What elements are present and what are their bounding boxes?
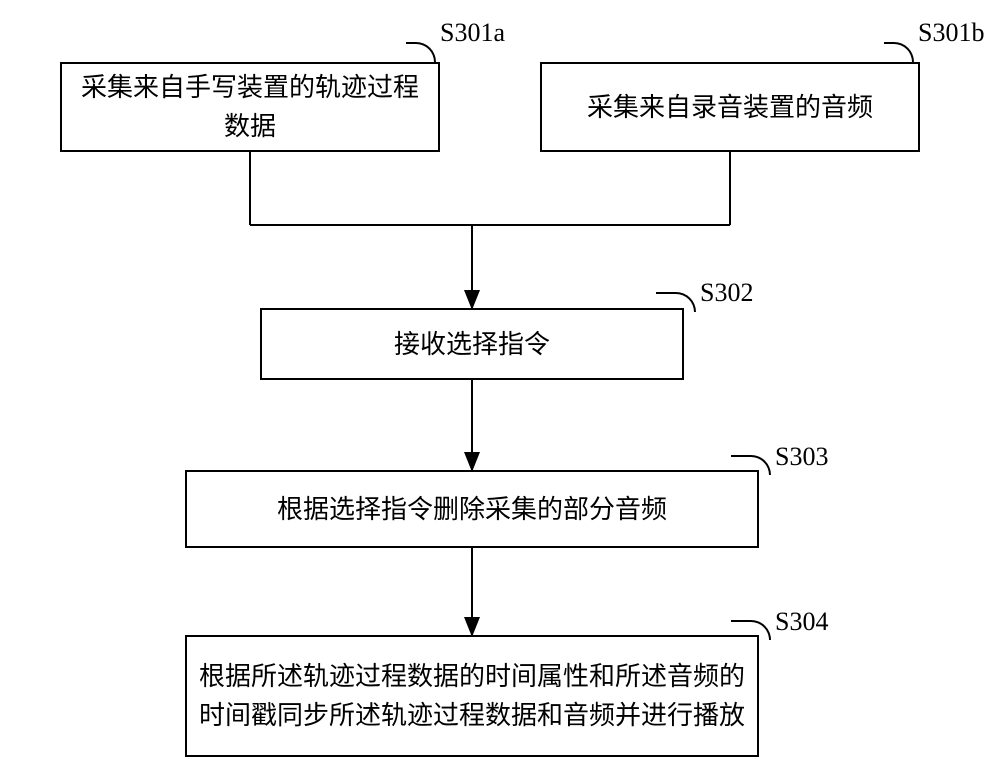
node-text: 采集来自录音装置的音频: [587, 88, 873, 127]
node-label-s303: S303: [775, 442, 828, 472]
node-text: 接收选择指令: [394, 325, 550, 364]
label-leader: [884, 42, 914, 62]
flow-node-s302: 接收选择指令: [260, 308, 684, 380]
flow-node-s303: 根据选择指令删除采集的部分音频: [185, 470, 759, 548]
label-leader: [656, 292, 696, 312]
node-text: 根据所述轨迹过程数据的时间属性和所述音频的时间戳同步所述轨迹过程数据和音频并进行…: [199, 657, 745, 735]
node-label-s301b: S301b: [918, 18, 984, 48]
label-leader: [731, 455, 771, 475]
label-leader: [731, 620, 771, 640]
node-label-s304: S304: [775, 607, 828, 637]
flow-node-s301b: 采集来自录音装置的音频: [540, 62, 920, 152]
label-leader: [406, 42, 436, 62]
node-text: 根据选择指令删除采集的部分音频: [277, 490, 667, 529]
node-label-s302: S302: [700, 278, 753, 308]
flow-node-s301a: 采集来自手写装置的轨迹过程数据: [60, 62, 440, 152]
node-text: 采集来自手写装置的轨迹过程数据: [74, 68, 426, 146]
flow-node-s304: 根据所述轨迹过程数据的时间属性和所述音频的时间戳同步所述轨迹过程数据和音频并进行…: [185, 635, 759, 757]
node-label-s301a: S301a: [440, 18, 505, 48]
